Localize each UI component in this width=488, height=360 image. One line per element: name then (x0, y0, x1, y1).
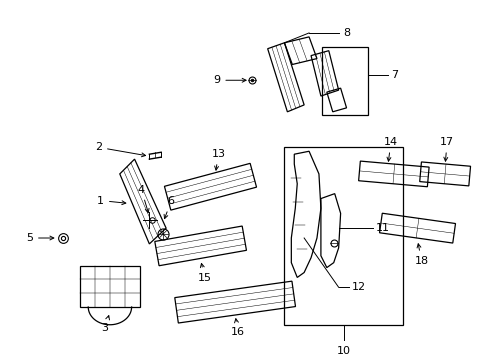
Text: 6: 6 (164, 197, 174, 219)
Text: 13: 13 (211, 149, 225, 170)
Text: 1: 1 (97, 195, 125, 206)
Text: 12: 12 (351, 282, 365, 292)
Text: 10: 10 (336, 346, 350, 356)
Text: 2: 2 (95, 142, 145, 157)
Text: 11: 11 (375, 223, 389, 233)
Text: 14: 14 (383, 137, 397, 161)
Text: 15: 15 (197, 264, 211, 283)
Text: 8: 8 (343, 28, 350, 38)
Text: 7: 7 (390, 70, 397, 80)
Text: 5: 5 (26, 233, 54, 243)
Text: 3: 3 (102, 316, 109, 333)
Text: 4: 4 (138, 185, 149, 213)
Text: 16: 16 (231, 319, 244, 337)
Bar (284, 147, 402, 325)
Text: 9: 9 (213, 75, 245, 85)
Text: 17: 17 (439, 137, 453, 161)
Text: 18: 18 (413, 244, 427, 266)
